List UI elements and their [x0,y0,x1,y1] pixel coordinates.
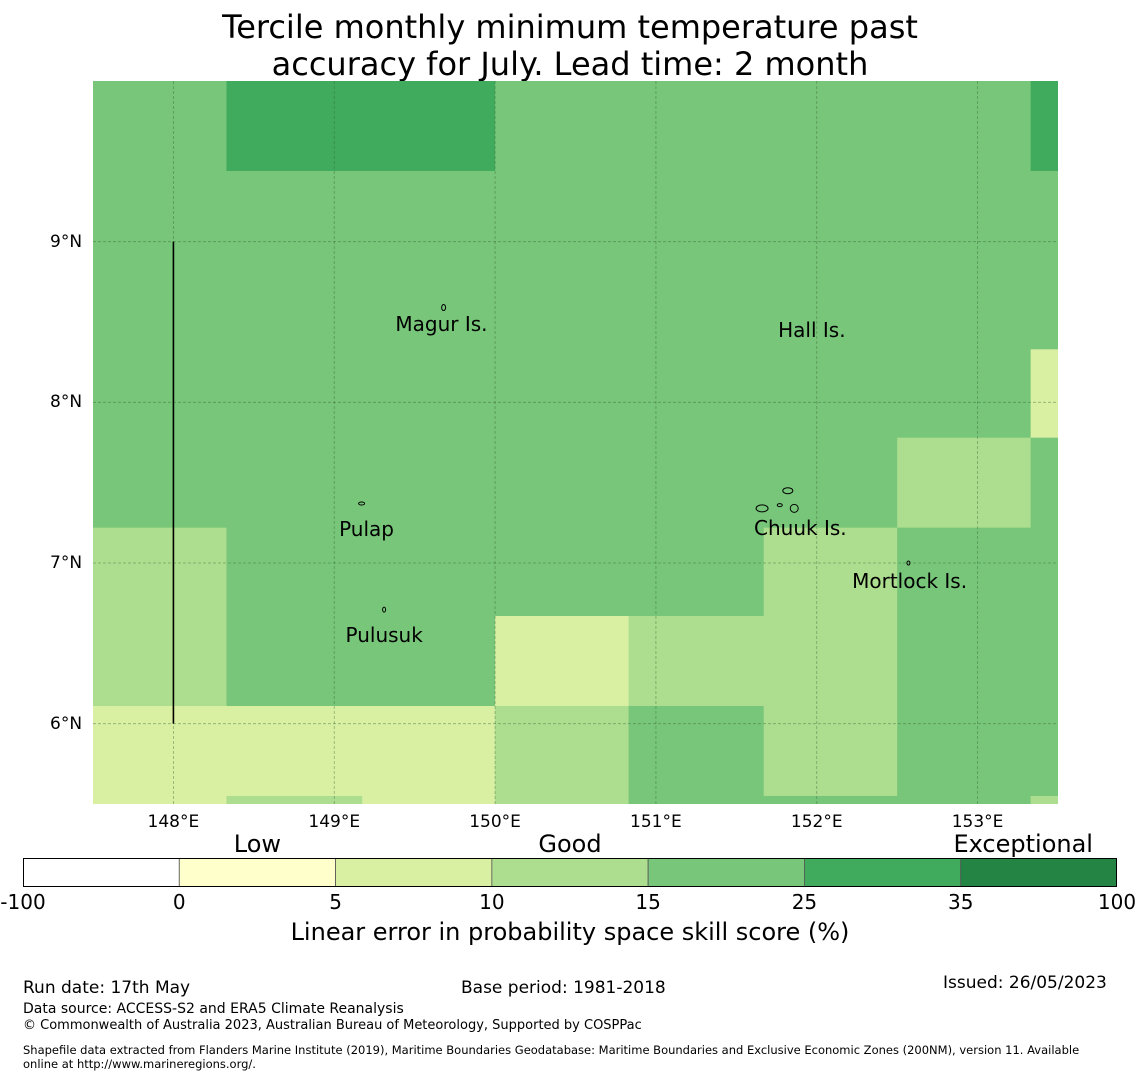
colorbar-tick-label: 10 [479,890,505,914]
skill-cell [495,705,630,804]
skill-cell [628,616,898,707]
island-outline [755,504,769,513]
skill-cell [93,437,898,529]
copyright: © Commonwealth of Australia 2023, Austra… [23,1018,642,1033]
skill-cell [1030,81,1058,172]
latitude-tick-label: 8°N [50,392,83,413]
chart-title-line-1: Tercile monthly minimum temperature past [222,8,918,46]
colorbar-tick-label: 0 [172,890,186,914]
colorbar-bin [491,858,649,887]
skill-cell [495,81,1032,172]
colorbar-bin [804,858,962,887]
skill-cell [1030,437,1058,529]
colorbar-bin [23,858,180,887]
skill-cell [763,705,898,797]
colorbar-outline [23,858,1117,887]
island-outline [906,560,911,566]
island-outline [441,304,447,312]
colorbar-tick-label: 5 [329,890,342,914]
island-outline [358,501,366,506]
skill-cell [1030,795,1058,804]
colorbar [23,858,1117,887]
longitude-tick-label: 151°E [630,812,682,832]
issued-date: Issued: 26/05/2023 [943,973,1107,993]
island-outline [382,606,387,613]
skill-cell [897,705,1058,804]
colorbar-category-label: Good [538,830,602,858]
map-canvas [93,81,1058,804]
skill-cell [897,437,1032,529]
place-label: Pulusuk [345,623,423,648]
colorbar-tick-label: 15 [635,890,661,914]
skill-cell [226,527,765,617]
colorbar-category-label: Exceptional [953,830,1093,858]
colorbar-category-label: Low [233,830,282,858]
skill-cell [93,81,228,172]
place-label: Magur Is. [395,311,488,336]
longitude-tick-label: 149°E [308,812,361,832]
colorbar-tick-label: -100 [0,890,46,914]
skill-cell [897,527,1058,617]
place-label: Pulap [339,517,394,542]
base-period: Base period: 1981-2018 [461,978,666,998]
colorbar-tick-label: 25 [791,890,818,914]
skill-score-map [93,81,1058,804]
place-label: Hall Is. [778,318,846,343]
longitude-tick-label: 153°E [951,812,1004,832]
skill-cell [763,795,898,804]
run-date: Run date: 17th May [23,978,191,998]
skill-cell [93,705,496,804]
skill-cell [1030,349,1058,439]
latitude-tick-label: 9°N [50,231,83,252]
island-outline [789,503,799,513]
shapefile-credit-line-2: online at http://www.marineregions.org/. [23,1057,256,1071]
skill-cell [93,349,1032,439]
colorbar-tick-label: 35 [947,890,974,914]
colorbar-tick-label: 100 [1097,890,1137,914]
data-source: Data source: ACCESS-S2 and ERA5 Climate … [23,1001,404,1017]
colorbar-bin [647,858,805,887]
skill-cell [628,705,765,804]
skill-cell [226,81,496,172]
longitude-tick-label: 148°E [147,812,200,832]
skill-cell [93,170,1058,350]
colorbar-bin [960,858,1117,887]
latitude-tick-label: 7°N [50,553,83,573]
place-label: Chuuk Is. [754,515,847,540]
place-label: Mortlock Is. [852,568,968,593]
island-outline [782,487,794,495]
longitude-tick-label: 152°E [790,812,843,832]
skill-cell [897,616,1058,707]
skill-cell [226,795,363,804]
skill-cell [93,527,228,707]
skill-cell [226,616,496,707]
colorbar-title: Linear error in probability space skill … [290,918,850,946]
chart-title-line-2: accuracy for July. Lead time: 2 month [271,45,869,83]
skill-cell [495,616,630,707]
island-outline [776,503,783,508]
colorbar-bin [178,858,336,887]
latitude-tick-label: 6°N [50,713,83,734]
longitude-tick-label: 150°E [469,812,521,832]
colorbar-bin [335,858,493,887]
skill-cell [763,527,898,617]
shapefile-credit-line-1: Shapefile data extracted from Flanders M… [23,1043,1080,1057]
